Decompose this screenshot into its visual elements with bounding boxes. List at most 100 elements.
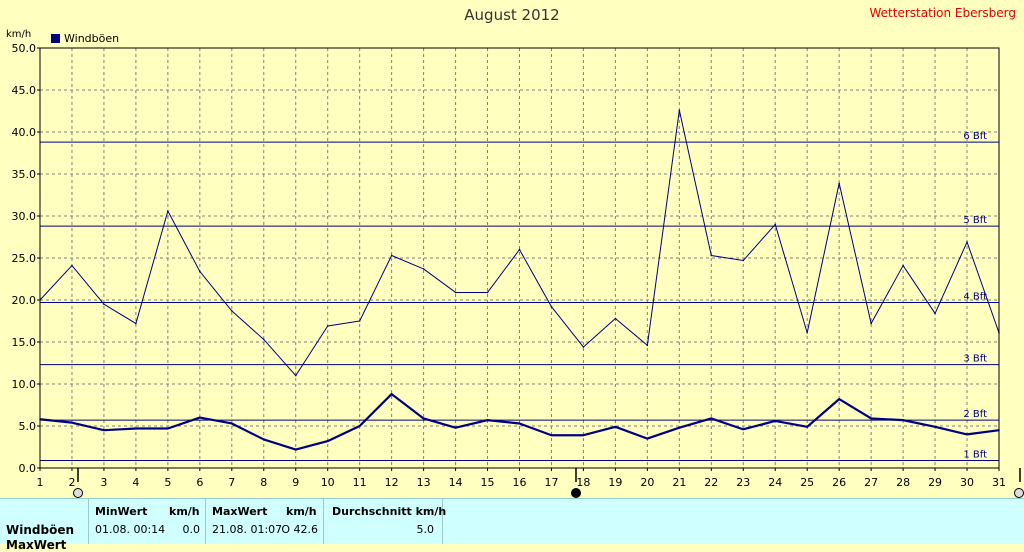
data-point <box>486 419 489 421</box>
data-point <box>454 426 457 429</box>
y-tick-label: 0.0 <box>19 462 37 475</box>
data-point <box>326 440 329 442</box>
data-point <box>135 427 137 430</box>
avg-header: Durchschnitt km/h <box>332 505 447 518</box>
x-tick-label: 6 <box>196 476 203 489</box>
data-point <box>902 419 904 421</box>
x-tick-label: 17 <box>544 476 558 489</box>
y-tick-label: 30.0 <box>12 210 37 223</box>
y-tick-label: 50.0 <box>12 42 37 55</box>
stats-avg-cell: Durchschnitt km/h 5.0 <box>323 499 447 544</box>
data-point <box>742 428 745 431</box>
data-point <box>390 393 393 395</box>
data-point <box>902 264 904 267</box>
data-point <box>774 420 777 422</box>
x-tick-label: 22 <box>704 476 718 489</box>
legend: Windböen <box>51 32 119 45</box>
data-point <box>742 259 745 262</box>
data-point <box>774 223 777 226</box>
data-point <box>550 305 553 308</box>
data-point <box>870 322 872 325</box>
data-point <box>294 448 297 451</box>
x-tick-label: 18 <box>576 476 590 489</box>
y-tick-label: 40.0 <box>12 126 37 139</box>
data-point <box>294 374 297 377</box>
x-tick-label: 31 <box>992 476 1006 489</box>
data-point <box>103 429 105 432</box>
x-tick-label: 21 <box>672 476 686 489</box>
min-header: MinWert <box>95 505 148 518</box>
data-point <box>870 417 872 420</box>
data-point <box>678 426 681 429</box>
data-point <box>646 344 649 347</box>
min-unit-header: km/h <box>169 505 200 518</box>
data-point <box>582 434 585 437</box>
data-point <box>806 331 808 334</box>
beaufort-label: 5 Bft <box>963 215 987 226</box>
series-lines <box>39 109 1000 451</box>
x-tick-label: 4 <box>132 476 139 489</box>
chart-title: August 2012 <box>464 6 560 24</box>
avg-value: 5.0 <box>416 523 435 536</box>
stats-min-cell: MinWert km/h 01.08. 00:14 0.0 <box>88 499 206 544</box>
min-value: 0.0 <box>182 523 201 536</box>
x-tick-label: 10 <box>321 476 335 489</box>
x-tick-label: 23 <box>736 476 750 489</box>
x-tick-label: 11 <box>353 476 367 489</box>
x-tick-label: 15 <box>481 476 495 489</box>
data-point <box>358 425 361 427</box>
stats-row-label: Windböen <box>6 523 74 537</box>
x-tick-label: 24 <box>768 476 782 489</box>
data-point <box>199 416 201 419</box>
beaufort-label: 2 Bft <box>963 409 987 420</box>
data-point <box>422 268 425 270</box>
data-point <box>710 417 713 420</box>
data-point <box>838 398 840 400</box>
data-point <box>646 437 649 440</box>
x-tick-label: 26 <box>832 476 846 489</box>
data-point <box>135 322 137 325</box>
stats-max-cell: MaxWert km/h 21.08. 01:07 O 42.6 <box>205 499 324 544</box>
x-tick-label: 7 <box>228 476 235 489</box>
data-point <box>390 254 393 257</box>
grid-lines <box>40 48 999 468</box>
data-point <box>966 241 968 243</box>
y-tick-label: 45.0 <box>12 84 37 97</box>
x-tick-label: 14 <box>449 476 463 489</box>
x-tick-label: 28 <box>896 476 910 489</box>
data-point <box>103 303 105 306</box>
range-start-handle[interactable] <box>73 488 83 498</box>
data-point <box>231 422 233 425</box>
x-tick-label: 5 <box>164 476 171 489</box>
y-tick-label: 25.0 <box>12 252 37 265</box>
min-time: 01.08. 00:14 <box>95 523 166 536</box>
stats-panel: Windböen MaxWert MinWert km/h 01.08. 00:… <box>0 498 1024 552</box>
data-point <box>518 248 521 251</box>
data-point <box>231 310 233 312</box>
data-point <box>550 434 553 437</box>
data-point <box>934 312 936 315</box>
x-tick-label: 12 <box>385 476 399 489</box>
data-point <box>518 422 521 425</box>
y-tick-label: 10.0 <box>12 378 37 391</box>
range-marker-handle[interactable] <box>571 488 581 498</box>
data-point <box>422 417 425 420</box>
beaufort-label: 1 Bft <box>963 449 987 460</box>
data-point <box>838 182 840 185</box>
x-tick-label: 19 <box>608 476 622 489</box>
data-point <box>199 270 201 273</box>
y-tick-label: 5.0 <box>19 420 37 433</box>
x-tick-label: 27 <box>864 476 878 489</box>
station-name: Wetterstation Ebersberg <box>869 6 1017 20</box>
data-point <box>167 210 169 212</box>
x-tick-label: 29 <box>928 476 942 489</box>
data-point <box>358 320 361 322</box>
range-end-handle[interactable] <box>1014 488 1024 498</box>
x-tick-label: 9 <box>292 476 299 489</box>
x-tick-label: 30 <box>960 476 974 489</box>
data-point <box>71 264 73 267</box>
axes <box>39 47 1021 482</box>
x-tick-label: 2 <box>68 476 75 489</box>
data-point <box>806 426 808 428</box>
data-point <box>71 421 73 424</box>
